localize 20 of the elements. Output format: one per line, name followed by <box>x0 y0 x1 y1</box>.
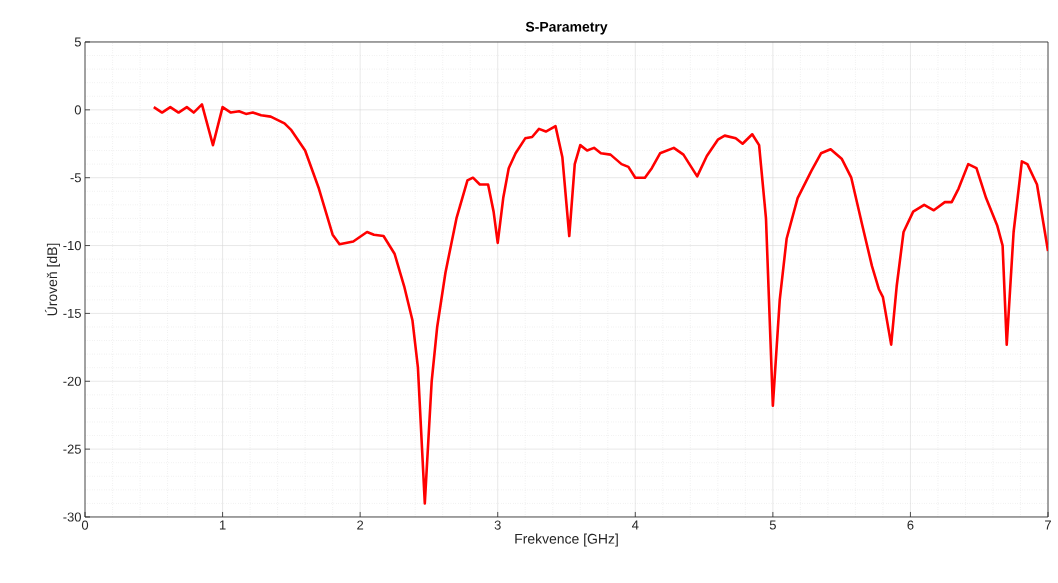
x-tick-label: 5 <box>769 520 776 530</box>
x-tick-label: 4 <box>631 520 639 530</box>
chart-title: S-Parametry <box>525 21 608 35</box>
y-tick-label: -15 <box>63 308 81 318</box>
x-axis-title: Frekvence [GHz] <box>515 533 618 547</box>
y-tick-label: -30 <box>63 512 81 522</box>
y-tick-label: 5 <box>74 37 81 47</box>
y-axis-title: Úroveň [dB] <box>44 243 60 316</box>
y-tick-label: 0 <box>74 105 81 115</box>
y-tick-label: -5 <box>70 173 81 183</box>
x-tick-label: 0 <box>81 520 89 530</box>
y-tick-label: -20 <box>63 376 81 386</box>
x-tick-label: 2 <box>357 520 364 530</box>
x-tick-label: 1 <box>219 520 226 530</box>
x-tick-label: 3 <box>494 520 501 530</box>
y-tick-label: -10 <box>63 240 81 251</box>
y-tick-label: -25 <box>63 444 81 454</box>
x-tick-label: 6 <box>907 520 914 530</box>
line-series <box>152 103 1048 505</box>
x-tick-label: 7 <box>1045 520 1051 530</box>
